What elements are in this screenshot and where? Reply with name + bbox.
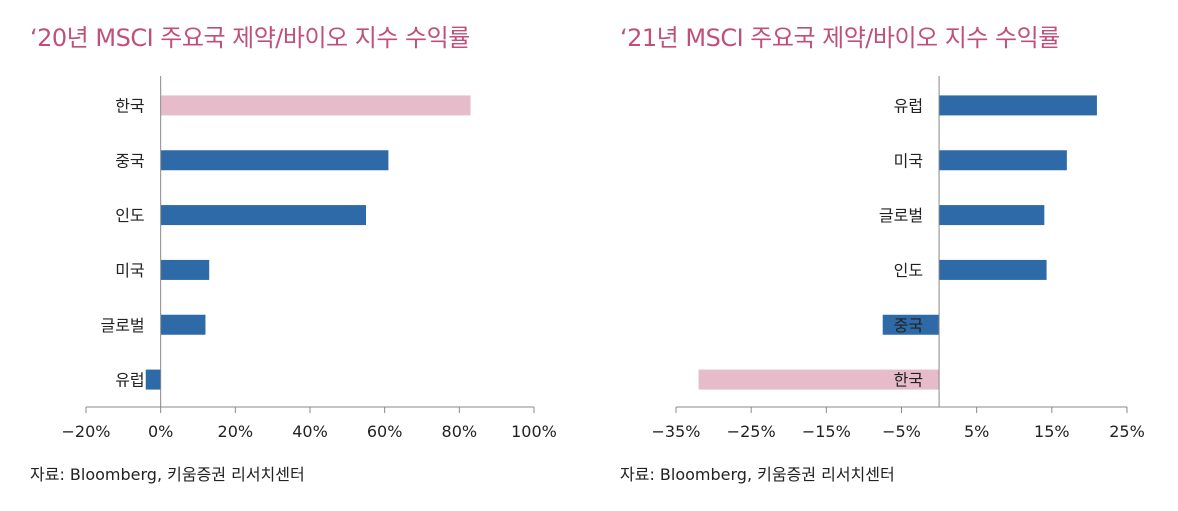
bar-1-5 [698,369,940,390]
x-tick-label-0-3: 40% [292,422,328,441]
source-note-2021: 자료: Bloomberg, 키움증권 리서치센터 [620,465,895,484]
bar-1-4 [882,314,940,335]
bar-0-3 [160,259,210,280]
source-note-2020: 자료: Bloomberg, 키움증권 리서치센터 [30,465,305,484]
category-label-1-1: 미국 [894,151,923,170]
x-tick-label-1-1: −25% [727,422,776,441]
x-tick-label-1-4: 5% [964,422,989,441]
x-tick-label-0-0: −20% [62,422,111,441]
x-tick-label-1-5: 15% [1034,422,1070,441]
x-tick-label-1-0: −35% [652,422,701,441]
x-tick-label-0-6: 100% [511,422,557,441]
category-label-0-3: 미국 [115,261,144,280]
x-tick-label-1-2: −15% [802,422,851,441]
bar-1-2 [939,205,1045,226]
bar-0-1 [160,150,389,171]
category-label-0-4: 글로벌 [100,316,144,335]
x-tick-label-0-4: 60% [367,422,403,441]
bar-1-1 [939,150,1067,171]
bar-1-3 [939,259,1047,280]
category-label-0-0: 한국 [115,96,144,115]
x-tick-label-0-1: 0% [148,422,173,441]
bar-0-0 [160,95,471,116]
x-tick-label-0-2: 20% [218,422,254,441]
x-tick-label-1-6: 25% [1109,422,1145,441]
category-label-1-2: 글로벌 [879,206,923,225]
bar-0-5 [145,369,161,390]
category-label-1-3: 인도 [894,261,923,280]
category-label-0-1: 중국 [115,151,144,170]
category-label-1-0: 유럽 [894,96,923,115]
category-label-0-2: 인도 [115,206,144,225]
chart-title-2021: ‘21년 MSCI 주요국 제약/바이오 지수 수익률 [620,24,1060,52]
bar-0-2 [160,205,366,226]
bar-0-4 [160,314,206,335]
chart-title-2020: ‘20년 MSCI 주요국 제약/바이오 지수 수익률 [30,24,470,52]
x-tick-label-1-3: −5% [882,422,921,441]
bar-1-0 [939,95,1097,116]
x-tick-label-0-5: 80% [442,422,478,441]
category-label-1-5: 한국 [894,371,923,390]
category-label-1-4: 중국 [894,316,923,335]
category-label-0-5: 유럽 [115,371,144,390]
